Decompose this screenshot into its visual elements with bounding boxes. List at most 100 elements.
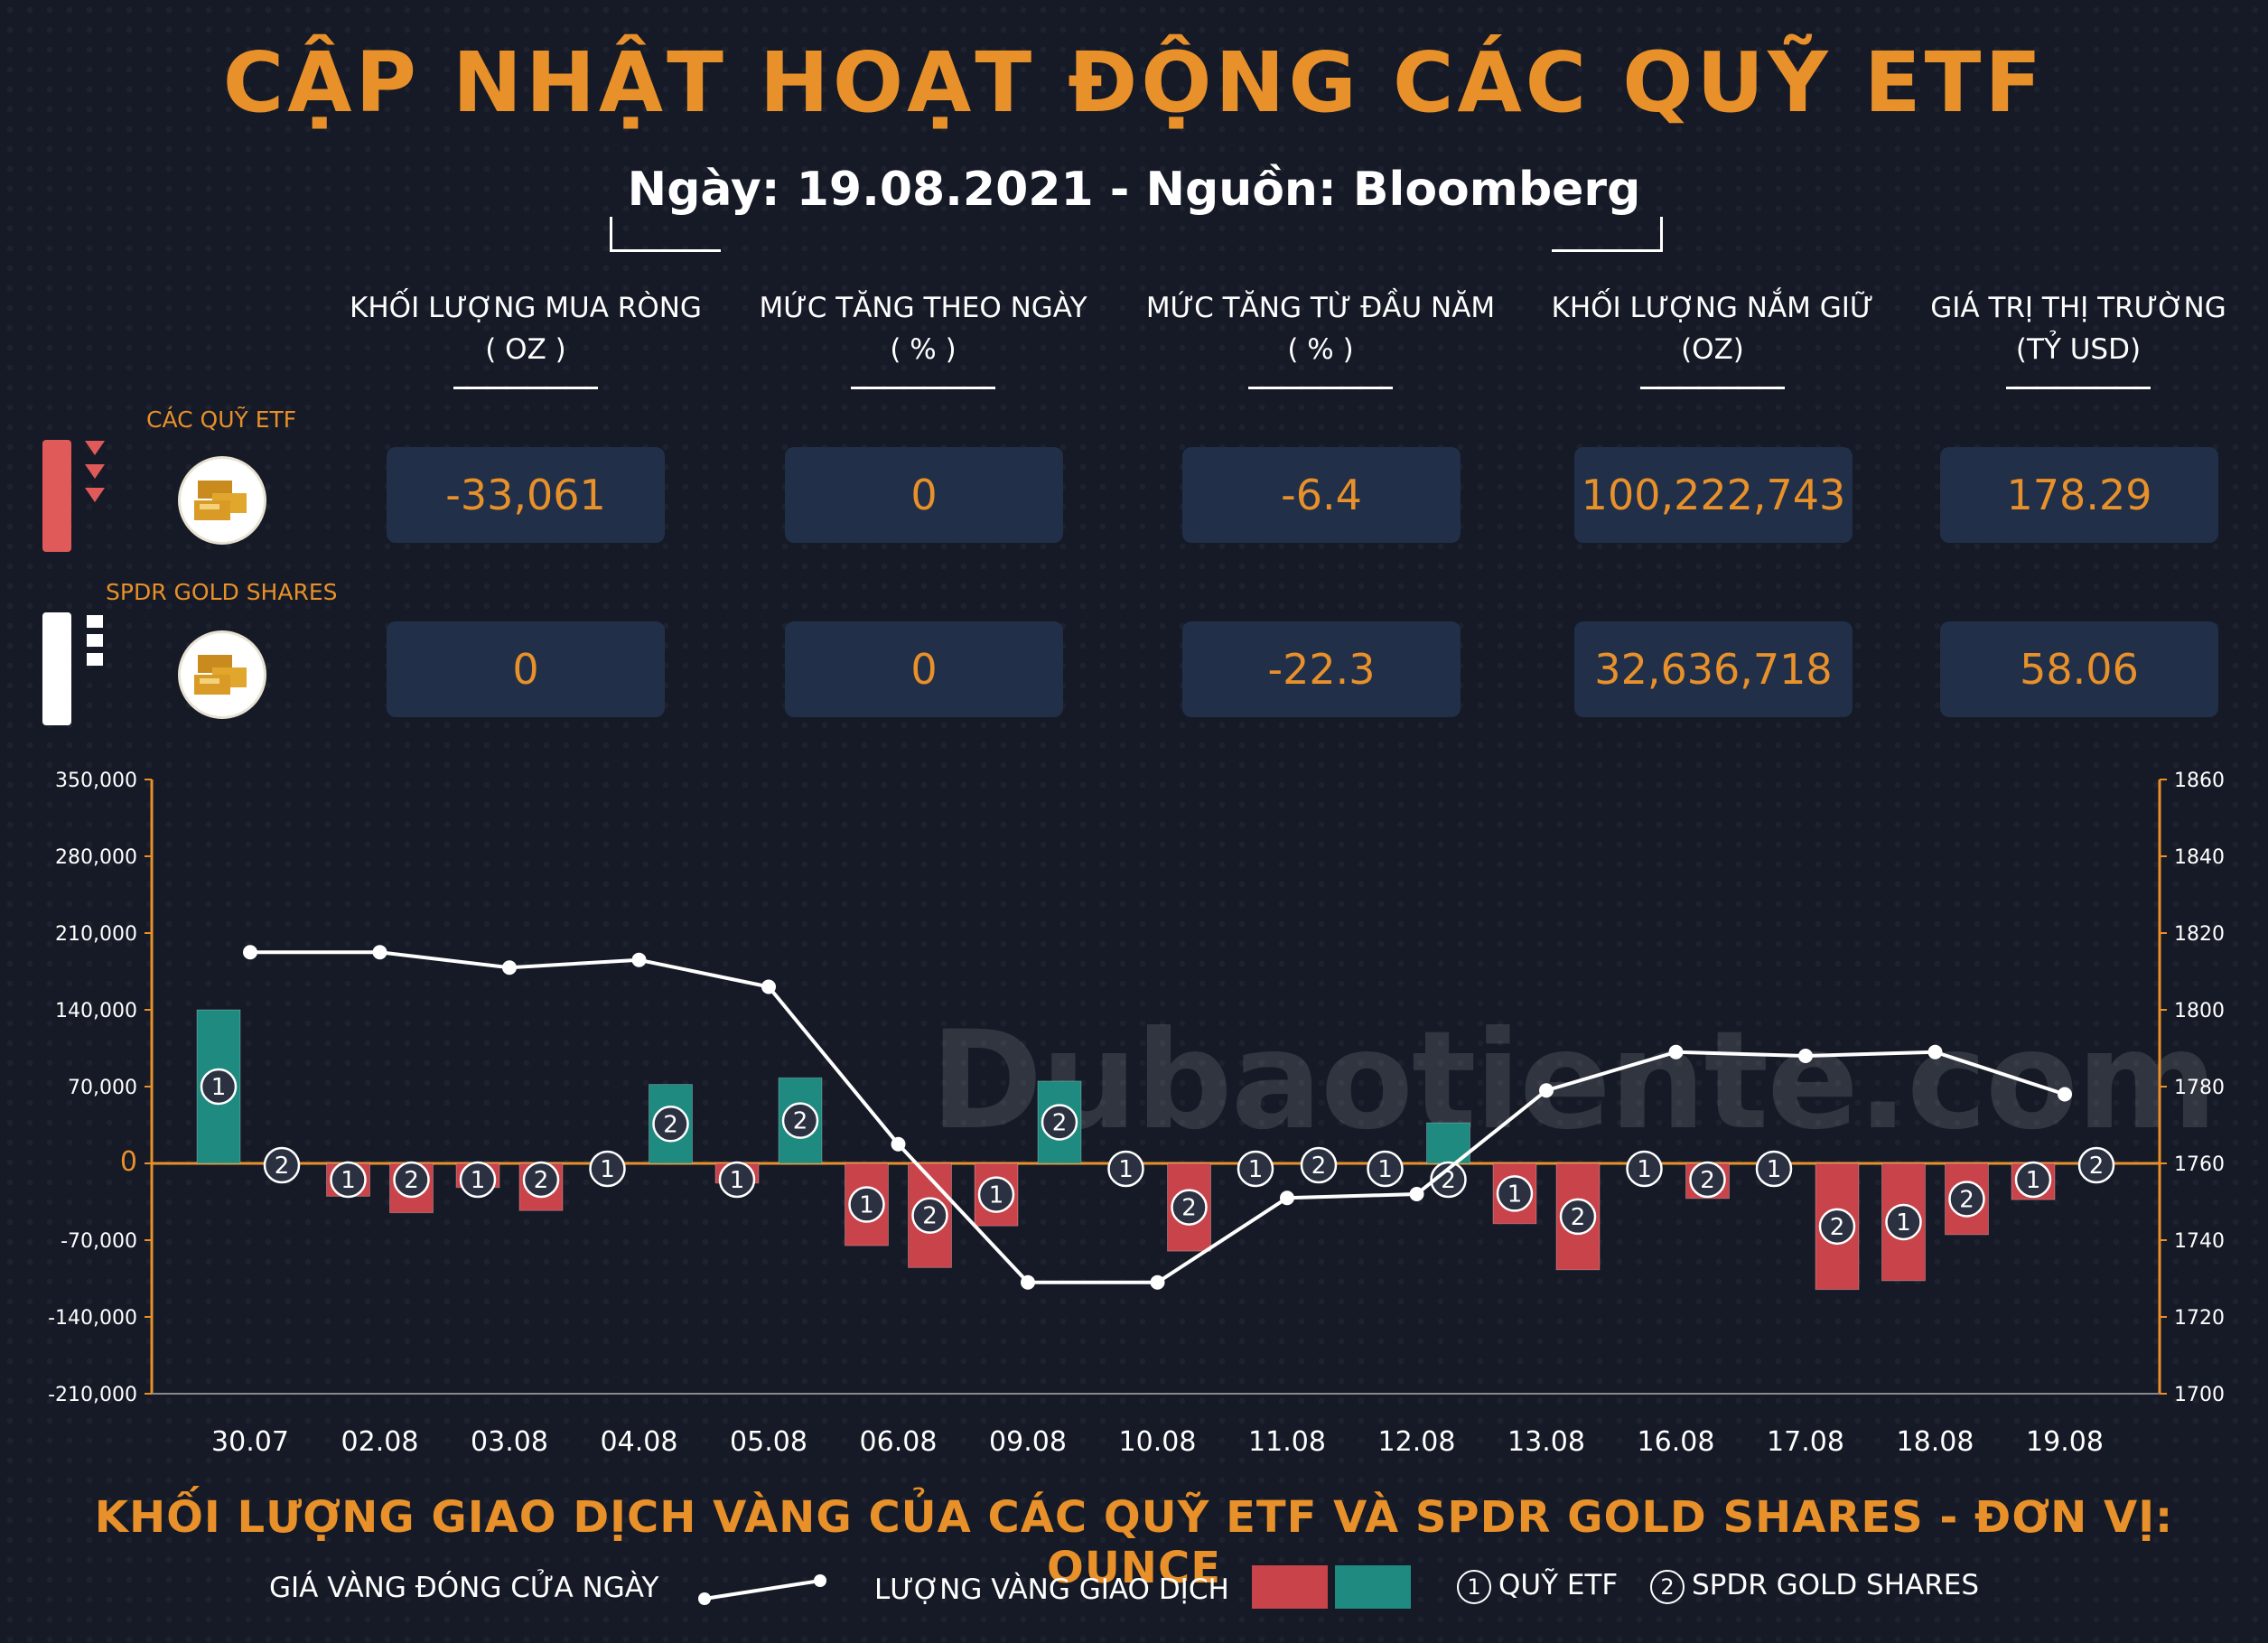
- gold-price-point: [1668, 1044, 1684, 1060]
- x-tick-label: 13.08: [1507, 1426, 1585, 1458]
- column-label: MỨC TĂNG TỪ ĐẦU NĂM: [1145, 292, 1496, 324]
- series-marker-label: 2: [275, 1153, 290, 1180]
- series-marker-1: [2014, 1161, 2052, 1199]
- column-label: GIÁ TRỊ THỊ TRƯỜNG: [1930, 292, 2226, 324]
- gold-price-point: [1409, 1187, 1424, 1201]
- series-marker-2: [522, 1161, 560, 1199]
- page-title: CẬP NHẬT HOẠT ĐỘNG CÁC QUỸ ETF: [222, 34, 2046, 131]
- y-right-tick-label: 1800: [2174, 1000, 2225, 1022]
- value-ytd-change-etf: -6.4: [1182, 447, 1461, 543]
- marker-2-icon: 2: [1650, 1569, 1685, 1604]
- series-marker-1: [200, 1068, 238, 1106]
- legend-positive-swatch: [1335, 1565, 1411, 1609]
- series-marker-label: 1: [989, 1182, 1004, 1209]
- value-market-value-etf: 178.29: [1940, 447, 2218, 543]
- column-unit: ( % ): [1287, 333, 1354, 366]
- x-tick-label: 19.08: [2026, 1426, 2104, 1458]
- series-marker-label: 1: [1118, 1156, 1134, 1183]
- x-tick-label: 18.08: [1897, 1426, 1974, 1458]
- down-indicator-icon: [42, 440, 105, 552]
- column-underline: [1248, 387, 1393, 389]
- series-marker-2: [781, 1102, 819, 1139]
- series-marker-2: [393, 1161, 430, 1199]
- column-header-holdings: KHỐI LƯỢNG NẮM GIỮ (OZ): [1505, 287, 1920, 389]
- gold-price-point: [1021, 1274, 1035, 1290]
- series-marker-label: 2: [1830, 1214, 1845, 1241]
- x-tick-label: 10.08: [1119, 1426, 1197, 1458]
- column-unit: ( % ): [890, 333, 957, 366]
- series-marker-label: 1: [1248, 1156, 1264, 1183]
- y-left-tick-label: 210,000: [55, 923, 137, 946]
- series-marker-label: 1: [211, 1074, 227, 1101]
- row-label-etf: CÁC QUỸ ETF: [146, 406, 297, 433]
- series-marker-2: [1041, 1104, 1078, 1141]
- gold-price-point: [2058, 1087, 2072, 1102]
- y-right-tick-label: 1840: [2174, 846, 2225, 869]
- gold-price-point: [372, 945, 387, 960]
- column-label: KHỐI LƯỢNG NẮM GIỮ: [1551, 292, 1874, 324]
- series-marker-1: [459, 1161, 497, 1199]
- gold-price-point: [243, 945, 257, 960]
- column-unit: (OZ): [1681, 333, 1744, 366]
- y-left-tick-label: -210,000: [48, 1384, 137, 1406]
- column-header-net-buy: KHỐI LƯỢNG MUA RÒNG ( OZ ): [318, 287, 733, 389]
- series-marker-label: 2: [404, 1167, 419, 1194]
- series-marker-2: [1171, 1189, 1208, 1226]
- y-left-tick-label: 280,000: [55, 846, 137, 869]
- series-marker-label: 1: [2026, 1167, 2041, 1194]
- series-marker-label: 1: [859, 1192, 874, 1219]
- y-left-tick-label: 140,000: [55, 1000, 137, 1022]
- series-marker-2: [2077, 1146, 2115, 1184]
- column-underline: [1640, 387, 1785, 389]
- y-right-tick-label: 1780: [2174, 1077, 2225, 1099]
- gold-price-line: [250, 950, 2066, 1284]
- y-left-tick-label: 350,000: [55, 770, 137, 792]
- y-right-tick-label: 1740: [2174, 1230, 2225, 1253]
- series-marker-label: 1: [471, 1167, 486, 1194]
- series-marker-2: [1559, 1198, 1597, 1236]
- gold-price-point: [631, 952, 647, 967]
- x-tick-label: 05.08: [730, 1426, 807, 1458]
- series-marker-1: [718, 1161, 756, 1199]
- series-marker-label: 1: [730, 1167, 745, 1194]
- series-marker-label: 2: [1700, 1167, 1715, 1194]
- legend-marker-2-label: SPDR GOLD SHARES: [1692, 1569, 1980, 1601]
- y-right-tick-label: 1860: [2174, 770, 2225, 792]
- x-tick-label: 17.08: [1767, 1426, 1844, 1458]
- legend-marker-1: 1 QUỸ ETF: [1457, 1569, 1618, 1604]
- x-tick-label: 16.08: [1638, 1426, 1715, 1458]
- value-daily-change-etf: 0: [785, 447, 1063, 543]
- gold-price-point: [1927, 1044, 1943, 1060]
- legend-line-label: GIÁ VÀNG ĐÓNG CỬA NGÀY: [269, 1572, 659, 1604]
- value-net-buy-spdr: 0: [387, 621, 665, 717]
- series-marker-2: [1818, 1208, 1856, 1246]
- legend-negative-swatch: [1252, 1565, 1328, 1609]
- x-tick-label: 09.08: [989, 1426, 1067, 1458]
- column-header-market-value: GIÁ TRỊ THỊ TRƯỜNG (TỶ USD): [1871, 287, 2268, 389]
- series-marker-1: [1237, 1150, 1274, 1188]
- series-marker-2: [263, 1146, 301, 1184]
- gold-bar-icon: [178, 456, 266, 545]
- bracket-left: [610, 217, 721, 252]
- series-marker-2: [652, 1106, 689, 1143]
- x-tick-label: 03.08: [471, 1426, 548, 1458]
- column-unit: (TỶ USD): [2015, 333, 2142, 366]
- legend-marker-2: 2 SPDR GOLD SHARES: [1650, 1569, 1979, 1604]
- series-marker-label: 1: [1637, 1156, 1652, 1183]
- series-marker-label: 2: [1052, 1109, 1068, 1136]
- series-marker-2: [1689, 1161, 1726, 1199]
- series-marker-1: [1755, 1150, 1793, 1188]
- value-ytd-change-spdr: -22.3: [1182, 621, 1461, 717]
- series-marker-label: 2: [534, 1167, 549, 1194]
- gold-price-point: [891, 1136, 906, 1152]
- value-net-buy-etf: -33,061: [387, 447, 665, 543]
- gold-price-point: [761, 979, 776, 994]
- series-marker-label: 1: [1507, 1181, 1523, 1208]
- legend-line-swatch: [698, 1574, 826, 1605]
- column-header-ytd-change: MỨC TĂNG TỪ ĐẦU NĂM ( % ): [1113, 287, 1528, 389]
- series-marker-2: [911, 1197, 948, 1234]
- gold-price-point: [1280, 1190, 1294, 1206]
- x-tick-label: 12.08: [1378, 1426, 1456, 1458]
